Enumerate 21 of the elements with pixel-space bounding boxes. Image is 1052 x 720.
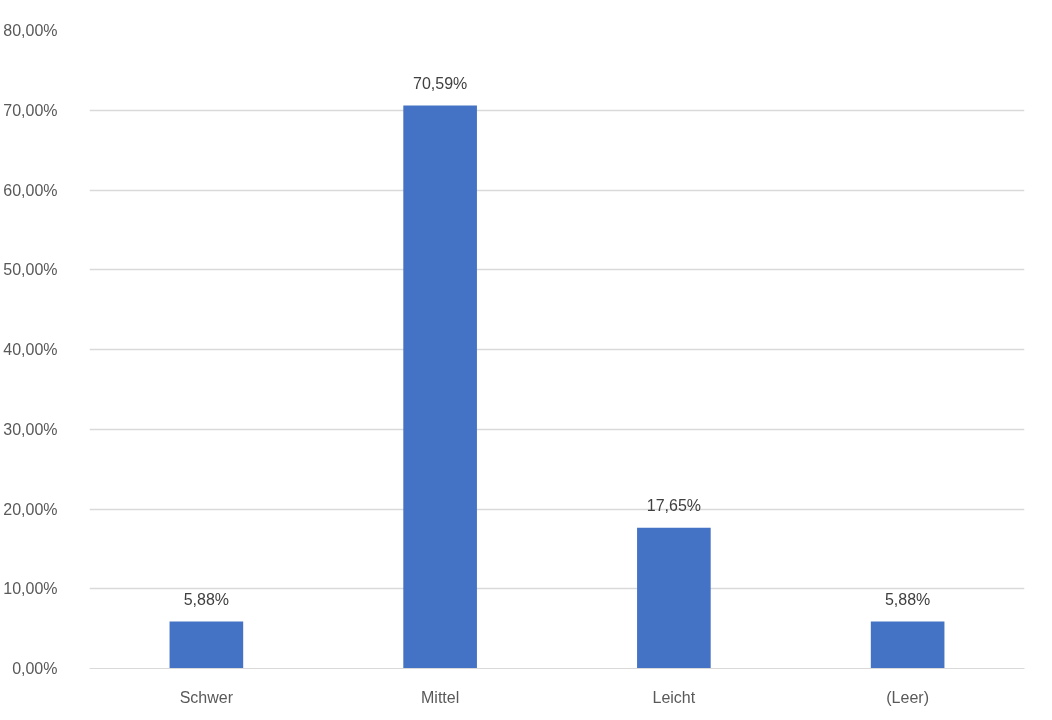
y-tick-label: 20,00% (3, 500, 58, 518)
y-tick-label: 30,00% (3, 420, 58, 438)
x-tick-label: Leicht (652, 688, 696, 706)
bar (637, 527, 711, 669)
x-tick-label: Schwer (179, 688, 234, 706)
bar (870, 621, 945, 669)
y-tick-label: 60,00% (3, 181, 58, 199)
bar (169, 621, 244, 669)
y-tick-label: 70,00% (3, 101, 58, 119)
data-label: 5,88% (884, 590, 931, 608)
y-tick-label: 10,00% (3, 580, 58, 598)
y-tick-label: 50,00% (3, 261, 58, 279)
bar (403, 105, 477, 669)
y-tick-label: 0,00% (12, 660, 58, 677)
x-tick-label: Mittel (421, 688, 460, 706)
data-label: 5,88% (183, 590, 230, 608)
y-tick-label: 40,00% (3, 341, 58, 358)
x-tick-label: (Leer) (886, 688, 929, 706)
data-label: 70,59% (412, 74, 468, 92)
y-tick-label: 80,00% (3, 22, 58, 39)
data-label: 17,65% (646, 496, 702, 514)
